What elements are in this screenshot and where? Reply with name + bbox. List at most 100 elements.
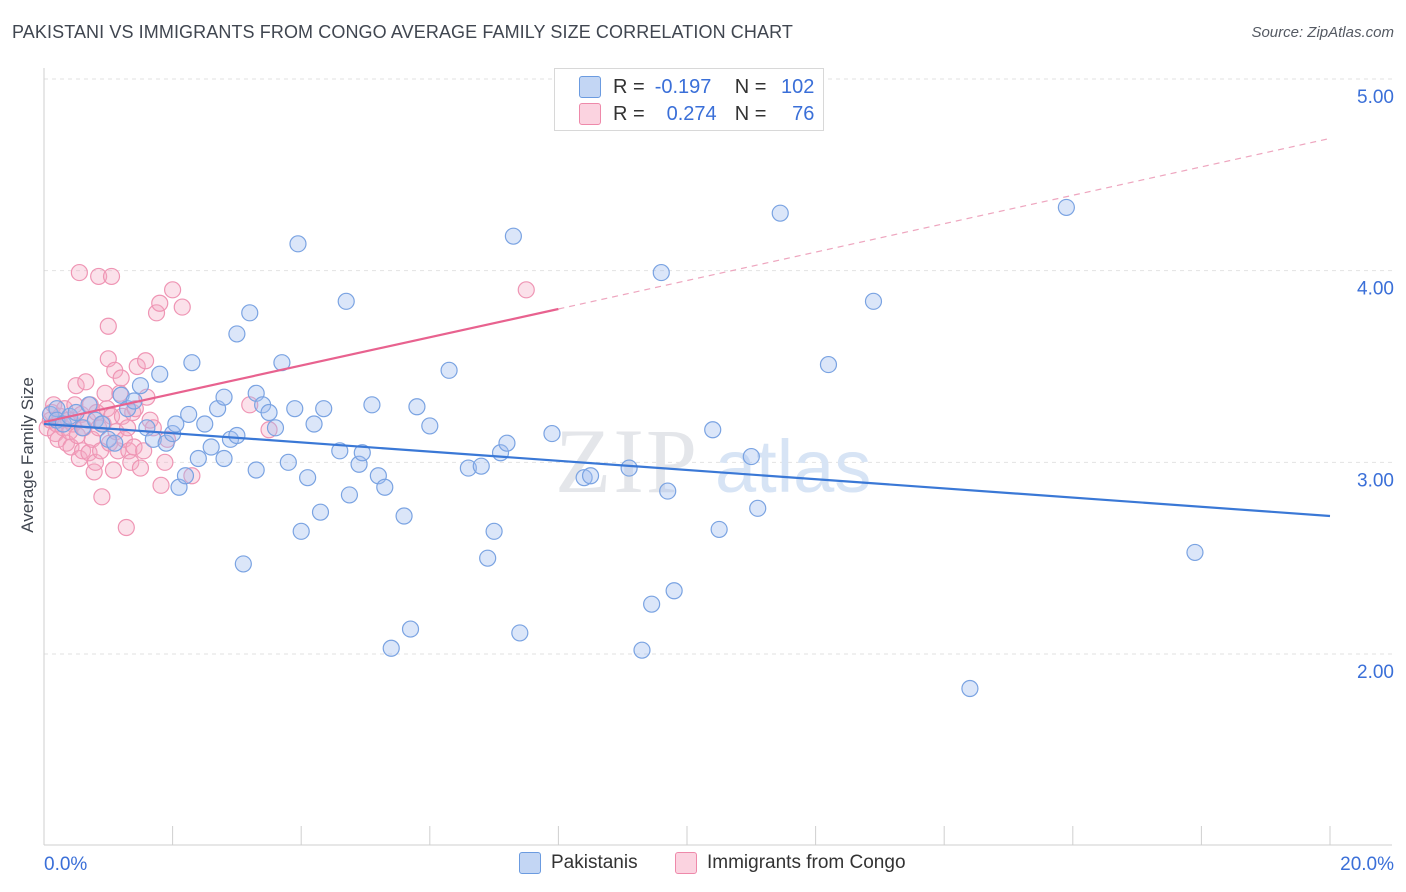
pakistani-point bbox=[771, 204, 789, 222]
pakistani-point bbox=[311, 503, 330, 521]
congo-point bbox=[131, 459, 150, 477]
legend-item-congo[interactable]: Immigrants from Congo bbox=[675, 852, 906, 874]
congo-point bbox=[125, 438, 143, 456]
congo-point bbox=[93, 488, 111, 506]
r-label: R = bbox=[613, 102, 645, 125]
pakistani-point bbox=[961, 679, 979, 698]
pakistani-point bbox=[401, 620, 420, 638]
pakistanis-swatch bbox=[579, 76, 601, 98]
congo-point bbox=[147, 304, 166, 322]
pakistani-point bbox=[215, 449, 233, 468]
congo-point bbox=[183, 467, 201, 485]
y-axis-label: Average Family Size bbox=[18, 377, 37, 533]
pakistani-point bbox=[643, 595, 661, 613]
congo-point bbox=[152, 476, 170, 494]
pakistani-point bbox=[353, 444, 371, 462]
congo-point bbox=[128, 357, 146, 376]
pakistani-point bbox=[504, 227, 522, 245]
pakistani-point bbox=[543, 424, 561, 443]
trend-lines bbox=[43, 137, 1331, 518]
pakistanis-swatch bbox=[519, 852, 541, 874]
pakistani-point bbox=[183, 354, 201, 372]
pakistani-point bbox=[864, 292, 883, 310]
legend-label: Immigrants from Congo bbox=[707, 852, 906, 873]
pakistani-point bbox=[408, 398, 426, 416]
congo-point bbox=[96, 384, 114, 402]
congo-point bbox=[99, 317, 117, 335]
y-tick-label: 2.00 bbox=[1357, 662, 1394, 683]
pakistani-point bbox=[498, 434, 516, 452]
congo-point bbox=[73, 442, 92, 460]
congo-point bbox=[112, 369, 130, 387]
pakistani-point bbox=[819, 355, 838, 374]
pakistani-point bbox=[180, 405, 198, 424]
congo-point bbox=[135, 442, 153, 460]
legend-row-congo: R = 0.274 N = 76 bbox=[579, 102, 814, 126]
pakistani-point bbox=[704, 421, 722, 439]
pakistani-point bbox=[228, 426, 246, 445]
pakistani-point bbox=[479, 549, 497, 567]
congo-point bbox=[117, 518, 135, 537]
pakistani-point bbox=[575, 469, 593, 487]
pakistani-point bbox=[511, 624, 529, 642]
congo-swatch bbox=[579, 103, 601, 125]
congo-point bbox=[164, 281, 182, 299]
x-tick-label: 20.0% bbox=[1340, 854, 1394, 875]
n-value: 102 bbox=[781, 75, 815, 98]
congo-point bbox=[104, 461, 123, 479]
n-label: N = bbox=[734, 75, 767, 98]
pakistani-point bbox=[286, 400, 304, 418]
pakistani-point bbox=[131, 377, 150, 395]
pakistani-point bbox=[459, 459, 477, 477]
n-label: N = bbox=[734, 102, 767, 125]
congo-point bbox=[136, 352, 155, 370]
chart-title: PAKISTANI VS IMMIGRANTS FROM CONGO AVERA… bbox=[12, 22, 793, 42]
pakistani-point bbox=[151, 365, 169, 383]
pakistani-point bbox=[196, 415, 214, 433]
legend-row-pakistanis: R = -0.197 N = 102 bbox=[579, 75, 814, 99]
pakistani-point bbox=[260, 403, 278, 422]
pakistani-points bbox=[41, 198, 1204, 698]
axis-layer bbox=[43, 68, 1392, 846]
congo-point bbox=[517, 281, 535, 299]
pakistani-point bbox=[289, 235, 307, 253]
pakistani-point bbox=[299, 469, 317, 487]
congo-points bbox=[38, 263, 535, 537]
pakistani-point bbox=[266, 419, 285, 437]
pakistani-point bbox=[382, 639, 400, 657]
pakistani-point bbox=[363, 396, 381, 414]
congo-trend-line bbox=[43, 307, 559, 424]
r-value: -0.197 bbox=[654, 75, 712, 98]
pakistani-point bbox=[376, 478, 394, 496]
pakistani-point bbox=[485, 522, 503, 540]
pakistani-point bbox=[633, 641, 651, 659]
r-label: R = bbox=[613, 75, 645, 98]
pakistani-point bbox=[234, 555, 252, 573]
pakistani-point bbox=[710, 520, 728, 539]
pakistani-point bbox=[189, 449, 207, 468]
pakistani-point bbox=[215, 388, 233, 406]
y-tick-label: 4.00 bbox=[1357, 279, 1394, 300]
congo-point bbox=[70, 263, 88, 282]
correlation-legend: R = -0.197 N = 102 R = 0.274 N = 76 bbox=[554, 68, 824, 131]
pakistani-point bbox=[665, 582, 683, 600]
grid-layer bbox=[44, 78, 1392, 655]
pakistani-point bbox=[1186, 543, 1204, 562]
pakistani-point bbox=[331, 442, 349, 460]
congo-point bbox=[151, 294, 169, 312]
series-legend: Pakistanis Immigrants from Congo bbox=[0, 852, 1406, 878]
congo-point bbox=[156, 453, 174, 471]
pakistani-point bbox=[41, 405, 60, 424]
pakistani-point bbox=[305, 415, 323, 433]
congo-point bbox=[67, 377, 85, 395]
legend-item-pakistanis[interactable]: Pakistanis bbox=[519, 852, 638, 874]
pakistani-point bbox=[176, 467, 195, 485]
pakistani-point bbox=[581, 467, 600, 485]
pakistani-point bbox=[337, 292, 355, 310]
pakistani-point bbox=[620, 459, 638, 477]
pakistani-point bbox=[167, 415, 185, 433]
r-value: 0.274 bbox=[666, 102, 717, 125]
pakistani-point bbox=[279, 453, 297, 471]
congo-trend-extension bbox=[558, 137, 1331, 310]
pakistani-point bbox=[228, 325, 246, 343]
